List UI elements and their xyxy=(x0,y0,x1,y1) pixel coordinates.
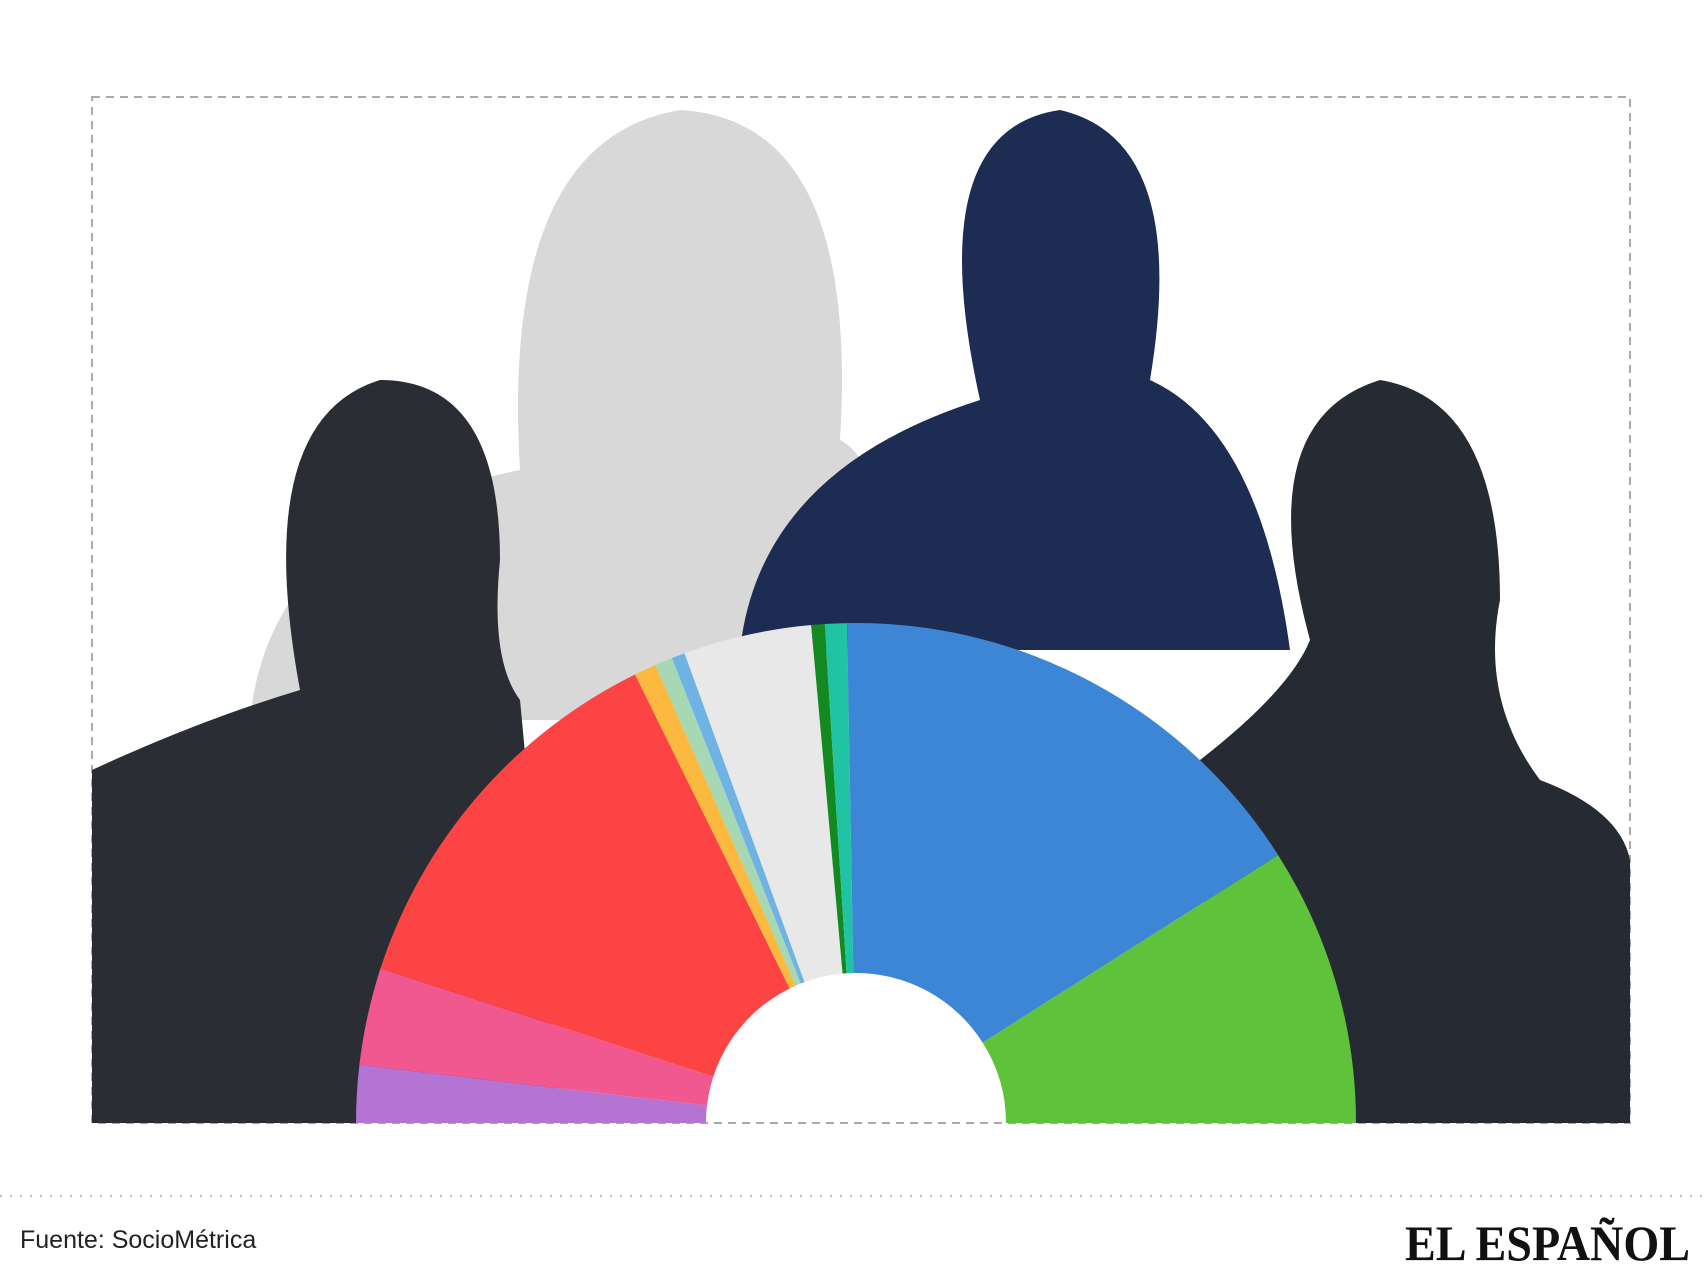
seat-segment xyxy=(655,658,801,986)
seat-segment xyxy=(847,623,1279,1043)
hemicycle xyxy=(356,623,1356,1123)
frame xyxy=(91,96,1631,1124)
seat-segment xyxy=(811,623,847,974)
seat-segment xyxy=(635,665,796,989)
photo-silhouette xyxy=(740,110,1290,650)
seat-segment xyxy=(380,674,790,1077)
brand-logo: EL ESPAÑOL xyxy=(1405,1215,1690,1271)
seat-segment xyxy=(356,1064,708,1123)
seat-segment xyxy=(359,968,714,1106)
source: Fuente: SocioMétrica xyxy=(20,1226,256,1254)
seat-segment xyxy=(982,855,1356,1123)
seat-segment xyxy=(671,653,805,984)
seat-segment xyxy=(824,623,854,974)
seat-segment xyxy=(684,625,843,983)
